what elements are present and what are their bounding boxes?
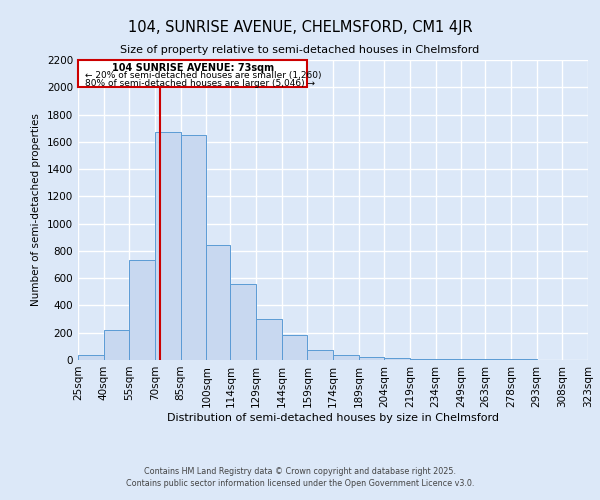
Bar (359, 358, 385, 360)
Bar (385, 358, 410, 360)
Bar (256, 319, 281, 360)
Bar (78, 60, 307, 88)
Bar (155, 132, 181, 360)
Text: Contains HM Land Registry data © Crown copyright and database right 2025.
Contai: Contains HM Land Registry data © Crown c… (126, 466, 474, 487)
Text: 104 SUNRISE AVENUE: 73sqm: 104 SUNRISE AVENUE: 73sqm (112, 62, 274, 72)
Bar (130, 260, 155, 360)
Bar (206, 246, 230, 360)
Text: 104, SUNRISE AVENUE, CHELMSFORD, CM1 4JR: 104, SUNRISE AVENUE, CHELMSFORD, CM1 4JR (128, 20, 472, 35)
Bar (281, 336, 307, 360)
Bar (78, 354, 104, 360)
X-axis label: Distribution of semi-detached houses by size in Chelmsford: Distribution of semi-detached houses by … (167, 412, 499, 422)
Bar (230, 284, 256, 360)
Text: ← 20% of semi-detached houses are smaller (1,260): ← 20% of semi-detached houses are smalle… (85, 72, 322, 80)
Text: 80% of semi-detached houses are larger (5,046) →: 80% of semi-detached houses are larger (… (85, 78, 315, 88)
Bar (104, 330, 130, 360)
Text: Size of property relative to semi-detached houses in Chelmsford: Size of property relative to semi-detach… (121, 45, 479, 55)
Y-axis label: Number of semi-detached properties: Number of semi-detached properties (31, 114, 41, 306)
Bar (307, 350, 333, 360)
Bar (181, 135, 206, 360)
Bar (333, 355, 359, 360)
